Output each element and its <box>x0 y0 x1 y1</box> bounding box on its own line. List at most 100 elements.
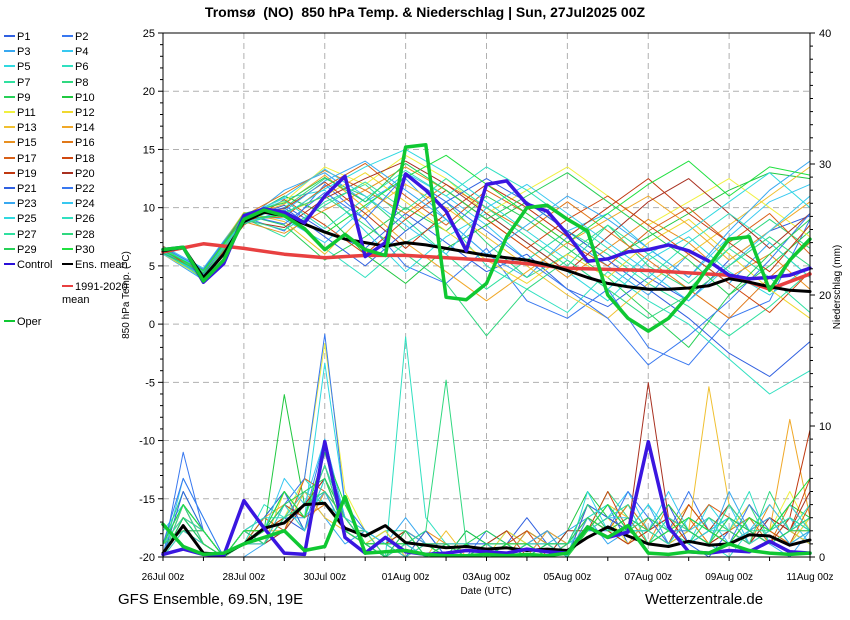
precip-axis-tick-label: 0 <box>819 552 825 564</box>
precip-axis-title: Niederschlag (mm) <box>832 245 843 329</box>
date-tick-label: 11Aug 00z <box>786 572 833 583</box>
legend-item-p23: P23 <box>4 198 37 211</box>
legend-item-p16: P16 <box>62 137 95 150</box>
legend-swatch <box>62 263 73 265</box>
legend: P1 P2 P3 P4 P5 P6 P7 P8 P9 P10 P11 P12 P13 P14 P15 P16 P… <box>4 31 156 361</box>
legend-item-p24: P24 <box>62 198 95 211</box>
legend-label: P12 <box>75 107 95 119</box>
legend-swatch <box>62 202 73 205</box>
legend-item-control: Control <box>4 259 52 272</box>
legend-label: P30 <box>75 243 95 256</box>
date-tick-label: 28Jul 00z <box>222 572 265 583</box>
legend-item-p2: P2 <box>62 31 88 44</box>
series-P22-temp <box>162 174 811 366</box>
legend-item-p6: P6 <box>62 61 88 74</box>
legend-label: P8 <box>75 76 89 89</box>
legend-swatch <box>4 263 15 265</box>
legend-label: P13 <box>17 122 37 135</box>
legend-swatch <box>62 35 73 37</box>
legend-swatch <box>4 35 15 37</box>
legend-swatch <box>4 80 15 83</box>
legend-item-p11: P11 <box>4 107 36 120</box>
legend-swatch <box>4 50 15 53</box>
date-tick-label: 05Aug 00z <box>543 572 591 583</box>
legend-swatch <box>4 320 15 322</box>
legend-swatch <box>62 126 73 129</box>
legend-item-p20: P20 <box>62 168 95 181</box>
series-control-temp <box>161 172 812 284</box>
legend-label: P4 <box>75 46 89 59</box>
page-title: Tromsø (NO) 850 hPa Temp. & Niederschlag… <box>204 4 646 20</box>
legend-item-p30: P30 <box>62 244 95 257</box>
legend-label: P14 <box>75 122 95 135</box>
temp-axis-tick-label: 25 <box>143 28 155 40</box>
series-P29-temp <box>162 162 811 296</box>
temp-axis-tick-label: 15 <box>143 144 155 156</box>
footer-site-name: Wetterzentrale.de <box>645 591 764 608</box>
temp-axis-tick-label: -10 <box>139 436 155 448</box>
legend-item-p7: P7 <box>4 77 30 90</box>
temp-axis-tick-label: -20 <box>139 552 155 564</box>
legend-item-p1: P1 <box>4 31 30 44</box>
legend-item-p10: P10 <box>62 92 95 105</box>
series-P20-temp <box>162 160 811 273</box>
legend-swatch <box>4 187 15 189</box>
legend-item-p25: P25 <box>4 213 37 226</box>
legend-swatch <box>62 95 73 98</box>
legend-item-p18: P18 <box>62 153 95 166</box>
precip-axis-tick-label: 40 <box>819 28 831 40</box>
date-tick-label: 26Jul 00z <box>142 572 185 583</box>
legend-item-p26: P26 <box>62 213 95 226</box>
legend-label: P17 <box>17 152 37 165</box>
temp-axis-tick-label: -5 <box>145 377 155 389</box>
date-tick-label: 01Aug 00z <box>382 572 430 583</box>
legend-item-p27: P27 <box>4 229 37 242</box>
legend-item-p4: P4 <box>62 46 88 59</box>
temp-axis-title: 850 hPa Temp. (°C) <box>121 251 132 339</box>
legend-item-p29: P29 <box>4 244 37 257</box>
date-tick-label: 09Aug 00z <box>705 572 753 583</box>
legend-swatch <box>62 65 73 68</box>
legend-label: P21 <box>17 183 37 195</box>
legend-item-p22: P22 <box>62 183 95 196</box>
date-tick-label: 07Aug 00z <box>624 572 672 583</box>
legend-swatch <box>62 247 73 250</box>
legend-swatch <box>62 156 73 159</box>
legend-item-p12: P12 <box>62 107 95 120</box>
legend-item-p21: P21 <box>4 183 37 196</box>
legend-label: P9 <box>17 91 31 104</box>
legend-item-oper: Oper <box>4 316 41 329</box>
date-tick-label: 03Aug 00z <box>463 572 511 583</box>
temp-axis-tick-label: 0 <box>149 319 155 331</box>
legend-label: Ens. mean <box>75 259 128 271</box>
legend-label: P29 <box>17 243 37 256</box>
legend-label: P23 <box>17 198 37 211</box>
date-axis-title: Date (UTC) <box>460 586 511 597</box>
legend-label: P22 <box>75 183 95 195</box>
legend-swatch <box>4 202 15 205</box>
temp-axis-tick-label: -15 <box>139 494 155 506</box>
series-P7-temp <box>162 183 811 337</box>
temp-axis-tick-label: 20 <box>143 86 155 98</box>
legend-label: P19 <box>17 167 37 180</box>
series-oper-temp <box>161 143 812 333</box>
legend-item-p15: P15 <box>4 137 37 150</box>
legend-label: P16 <box>75 137 95 150</box>
legend-swatch <box>4 171 15 174</box>
legend-label: P24 <box>75 198 95 211</box>
precip-axis-tick-label: 10 <box>819 421 831 433</box>
legend-label: P25 <box>17 213 37 226</box>
legend-label: P7 <box>17 76 31 89</box>
legend-item-p28: P28 <box>62 229 95 242</box>
series-oper-precip <box>161 494 812 558</box>
legend-label: P20 <box>75 167 95 180</box>
legend-swatch <box>4 232 15 235</box>
legend-label: P6 <box>75 61 89 74</box>
legend-label: P2 <box>75 31 89 43</box>
legend-swatch <box>4 247 15 250</box>
series-ens_mean-precip <box>161 501 812 556</box>
legend-item-p5: P5 <box>4 61 30 74</box>
legend-swatch <box>62 111 73 113</box>
temp-axis-tick-label: 10 <box>143 203 155 215</box>
legend-label: P11 <box>17 107 36 119</box>
